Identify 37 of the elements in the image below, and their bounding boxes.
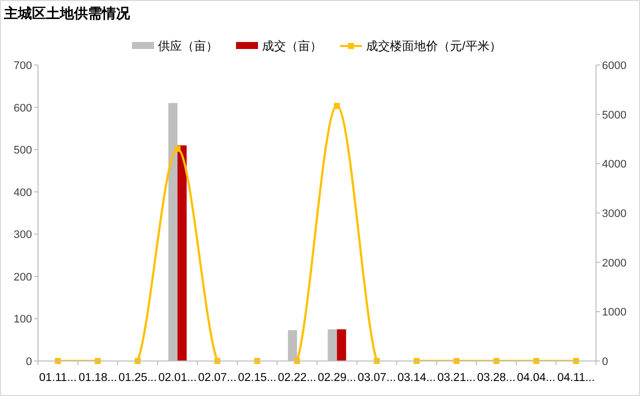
y-tick-label: 400 [14,186,32,199]
x-tick-label: 04.04... [517,372,556,384]
x-tick-label: 02.07... [198,372,237,384]
y2-tick-label: 4000 [602,158,626,171]
legend-label: 成交楼面地价（元/平米） [366,39,502,53]
y2-tick-label: 0 [602,356,608,368]
y-tick-label: 700 [14,60,32,72]
point [174,146,180,152]
y2-tick-label: 2000 [602,257,626,270]
y2-tick-label: 5000 [602,109,626,122]
x-tick-label: 04.11... [557,372,595,384]
y2-tick-label: 1000 [602,306,626,319]
point [334,102,340,109]
chart-title: 主城区土地供需情况 [3,5,131,21]
y2-tick-label: 3000 [602,208,626,220]
y-tick-label: 300 [14,229,32,242]
legend-label: 供应（亩） [158,39,218,53]
x-tick-label: 02.29... [318,372,356,384]
x-tick-label: 02.01... [158,372,197,384]
legend-label: 成交（亩） [262,39,322,53]
y-tick-label: 200 [14,271,32,284]
bar [178,145,187,361]
x-tick-label: 01.18... [78,372,117,384]
x-tick-label: 03.21... [437,372,476,384]
y2-tick-label: 6000 [602,60,626,72]
bar [336,329,346,361]
x-tick-label: 03.14... [397,372,436,384]
x-tick-label: 01.25... [118,372,157,384]
x-tick-label: 02.15... [238,372,276,384]
y-tick-label: 600 [14,102,32,114]
y-tick-label: 0 [26,356,32,368]
x-tick-label: 03.07... [358,372,396,384]
y-tick-label: 500 [14,144,32,157]
x-tick-label: 01.11... [39,372,77,384]
x-tick-label: 02.22... [278,372,316,384]
x-tick-label: 03.28... [477,372,516,384]
y-tick-label: 100 [14,314,32,326]
